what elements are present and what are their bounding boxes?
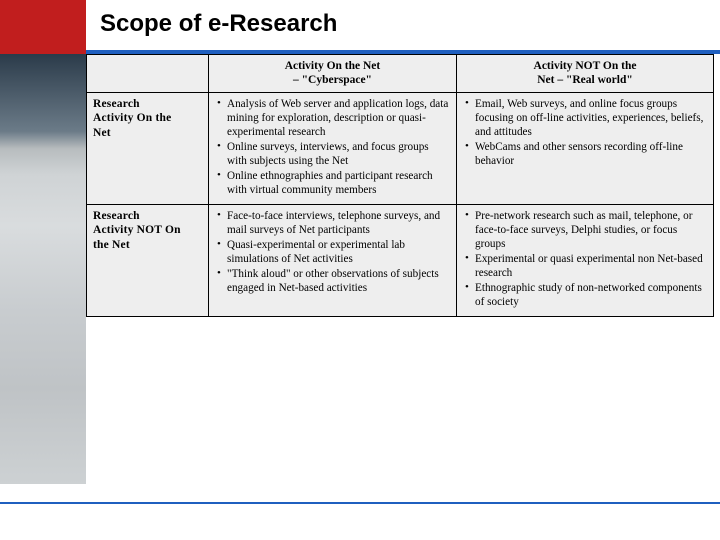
list-item: Online surveys, interviews, and focus gr… xyxy=(217,140,450,168)
row-hdr-line: the Net xyxy=(93,238,202,252)
accent-red-block xyxy=(0,0,86,54)
list-item: WebCams and other sensors recording off-… xyxy=(465,140,707,168)
row-hdr-line: Research xyxy=(93,97,202,111)
col-header-on-net-l1: Activity On the Net xyxy=(213,59,452,73)
row-header-on-net: Research Activity On the Net xyxy=(87,92,209,204)
list-item: Email, Web surveys, and online focus gro… xyxy=(465,97,707,139)
row-hdr-line: Net xyxy=(93,126,202,140)
list-item: Online ethnographies and participant res… xyxy=(217,169,450,197)
cell-on-on: Analysis of Web server and application l… xyxy=(209,92,457,204)
header-bar: Scope of e-Research xyxy=(0,0,720,54)
side-photo xyxy=(0,54,86,484)
col-header-empty xyxy=(87,55,209,93)
table-row: Research Activity NOT On the Net Face-to… xyxy=(87,204,714,316)
content-area: Activity On the Net – "Cyberspace" Activ… xyxy=(86,54,714,494)
row-hdr-line: Research xyxy=(93,209,202,223)
list-item: "Think aloud" or other observations of s… xyxy=(217,267,450,295)
list-item: Quasi-experimental or experimental lab s… xyxy=(217,238,450,266)
col-header-on-net-l2: – "Cyberspace" xyxy=(213,73,452,87)
page-title: Scope of e-Research xyxy=(86,0,720,54)
cell-on-off: Email, Web surveys, and online focus gro… xyxy=(457,92,714,204)
row-hdr-line: Activity On the xyxy=(93,111,202,125)
list-item: Pre-network research such as mail, telep… xyxy=(465,209,707,251)
list-item: Analysis of Web server and application l… xyxy=(217,97,450,139)
list-item: Face-to-face interviews, telephone surve… xyxy=(217,209,450,237)
col-header-off-net: Activity NOT On the Net – "Real world" xyxy=(457,55,714,93)
cell-off-on: Face-to-face interviews, telephone surve… xyxy=(209,204,457,316)
col-header-off-net-l1: Activity NOT On the xyxy=(461,59,709,73)
col-header-off-net-l2: Net – "Real world" xyxy=(461,73,709,87)
list-item: Ethnographic study of non-networked comp… xyxy=(465,281,707,309)
row-header-off-net: Research Activity NOT On the Net xyxy=(87,204,209,316)
list-item: Experimental or quasi experimental non N… xyxy=(465,252,707,280)
footer-accent-line xyxy=(0,502,720,504)
scope-table: Activity On the Net – "Cyberspace" Activ… xyxy=(86,54,714,317)
row-hdr-line: Activity NOT On xyxy=(93,223,202,237)
col-header-on-net: Activity On the Net – "Cyberspace" xyxy=(209,55,457,93)
cell-off-off: Pre-network research such as mail, telep… xyxy=(457,204,714,316)
table-row: Research Activity On the Net Analysis of… xyxy=(87,92,714,204)
